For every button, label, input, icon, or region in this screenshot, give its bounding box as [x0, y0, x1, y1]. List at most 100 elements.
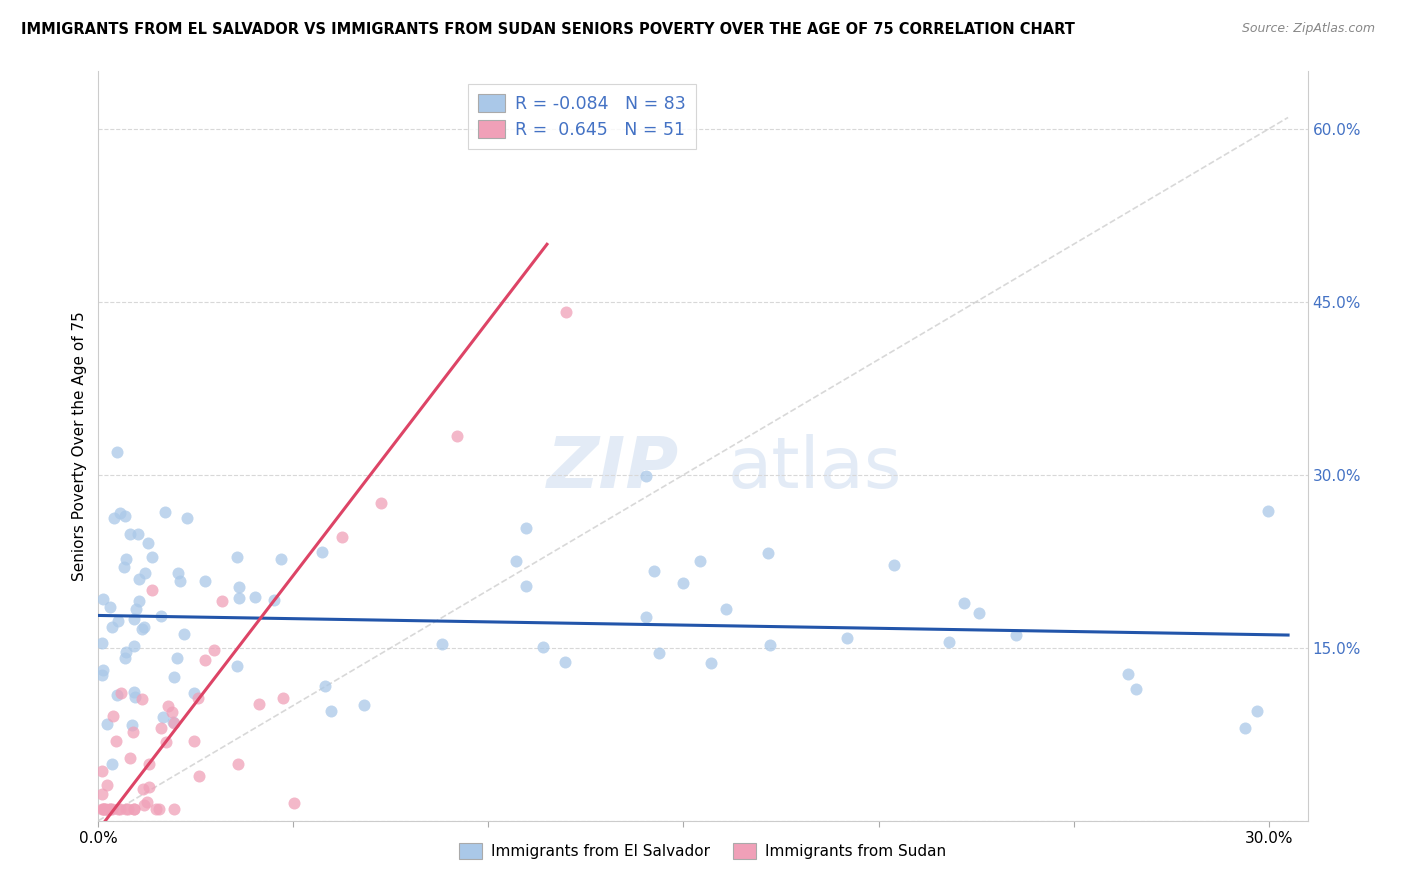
Point: [103, 511, 125, 525]
Point: [758, 638, 780, 652]
Point: [1004, 628, 1026, 642]
Point: [122, 613, 145, 627]
Point: [128, 594, 150, 608]
Point: [125, 602, 148, 616]
Point: [101, 620, 124, 634]
Point: [115, 802, 138, 816]
Point: [271, 691, 294, 706]
Point: [835, 632, 858, 646]
Point: [108, 802, 131, 816]
Point: [91, 802, 114, 816]
Point: [91, 764, 114, 778]
Point: [183, 686, 205, 700]
Point: [131, 782, 153, 797]
Point: [194, 574, 217, 589]
Point: [127, 526, 149, 541]
Point: [148, 802, 170, 816]
Point: [98, 599, 121, 614]
Point: [98, 802, 121, 816]
Point: [163, 802, 186, 816]
Point: [689, 554, 711, 568]
Point: [101, 802, 124, 816]
Point: [162, 670, 184, 684]
Point: [149, 721, 172, 735]
Point: [107, 614, 129, 628]
Point: [141, 582, 163, 597]
Point: [114, 650, 136, 665]
Point: [228, 580, 250, 594]
Point: [169, 574, 191, 588]
Point: [107, 802, 129, 816]
Point: [155, 734, 177, 748]
Point: [321, 704, 343, 718]
Point: [131, 692, 153, 706]
Point: [153, 506, 176, 520]
Point: [160, 705, 183, 719]
Point: [132, 620, 155, 634]
Point: [122, 802, 145, 816]
Point: [110, 506, 132, 520]
Point: [124, 690, 146, 705]
Point: [938, 635, 960, 649]
Point: [91, 635, 114, 649]
Point: [117, 802, 139, 816]
Point: [132, 798, 155, 813]
Point: [183, 733, 205, 747]
Text: ZIP: ZIP: [547, 434, 679, 503]
Point: [134, 566, 156, 580]
Point: [131, 622, 153, 636]
Point: [1116, 666, 1139, 681]
Point: [138, 757, 160, 772]
Point: [243, 591, 266, 605]
Point: [91, 664, 114, 678]
Point: [145, 802, 167, 816]
Point: [162, 714, 184, 729]
Text: IMMIGRANTS FROM EL SALVADOR VS IMMIGRANTS FROM SUDAN SENIORS POVERTY OVER THE AG: IMMIGRANTS FROM EL SALVADOR VS IMMIGRANT…: [21, 22, 1076, 37]
Point: [643, 564, 665, 578]
Text: Source: ZipAtlas.com: Source: ZipAtlas.com: [1241, 22, 1375, 36]
Point: [122, 640, 145, 654]
Point: [283, 797, 305, 811]
Point: [672, 576, 695, 591]
Point: [330, 530, 353, 544]
Point: [714, 602, 737, 616]
Point: [515, 579, 537, 593]
Point: [194, 653, 217, 667]
Point: [105, 688, 128, 702]
Point: [150, 608, 173, 623]
Point: [118, 526, 141, 541]
Point: [128, 572, 150, 586]
Point: [446, 429, 468, 443]
Point: [204, 642, 226, 657]
Point: [114, 645, 136, 659]
Point: [515, 521, 537, 535]
Point: [110, 686, 132, 700]
Legend: Immigrants from El Salvador, Immigrants from Sudan: Immigrants from El Salvador, Immigrants …: [453, 838, 953, 865]
Point: [114, 508, 136, 523]
Point: [121, 718, 143, 732]
Point: [432, 637, 454, 651]
Point: [187, 768, 209, 782]
Point: [93, 802, 115, 816]
Point: [314, 679, 336, 693]
Point: [1125, 682, 1147, 697]
Point: [1234, 721, 1257, 735]
Point: [555, 304, 578, 318]
Point: [225, 658, 247, 673]
Point: [96, 802, 118, 816]
Point: [91, 668, 114, 682]
Point: [173, 626, 195, 640]
Point: [1246, 705, 1268, 719]
Point: [118, 751, 141, 765]
Point: [138, 780, 160, 794]
Point: [756, 546, 779, 560]
Point: [136, 536, 159, 550]
Point: [176, 511, 198, 525]
Point: [152, 710, 174, 724]
Point: [141, 549, 163, 564]
Point: [311, 544, 333, 558]
Point: [96, 778, 118, 792]
Point: [91, 802, 114, 816]
Point: [124, 685, 146, 699]
Point: [883, 558, 905, 572]
